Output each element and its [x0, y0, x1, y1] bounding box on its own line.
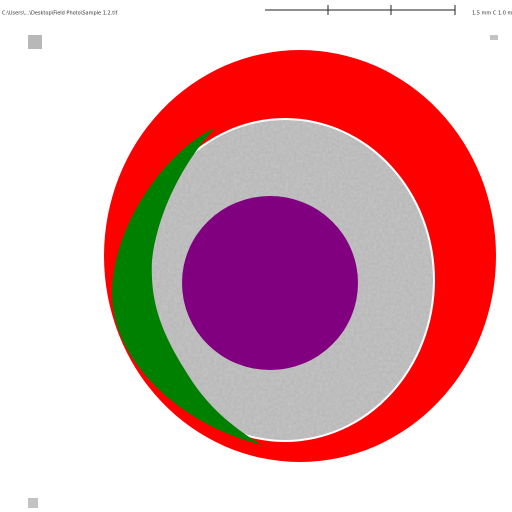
specks — [28, 35, 498, 508]
purple-region — [182, 196, 358, 370]
scale-bar — [265, 5, 456, 15]
file-path: C:\Users\...\Desktop\Field Photo\Sample … — [2, 11, 118, 17]
green-region — [111, 128, 263, 445]
scale-label: 1.5 mm C 1.0 mm — [472, 11, 512, 17]
